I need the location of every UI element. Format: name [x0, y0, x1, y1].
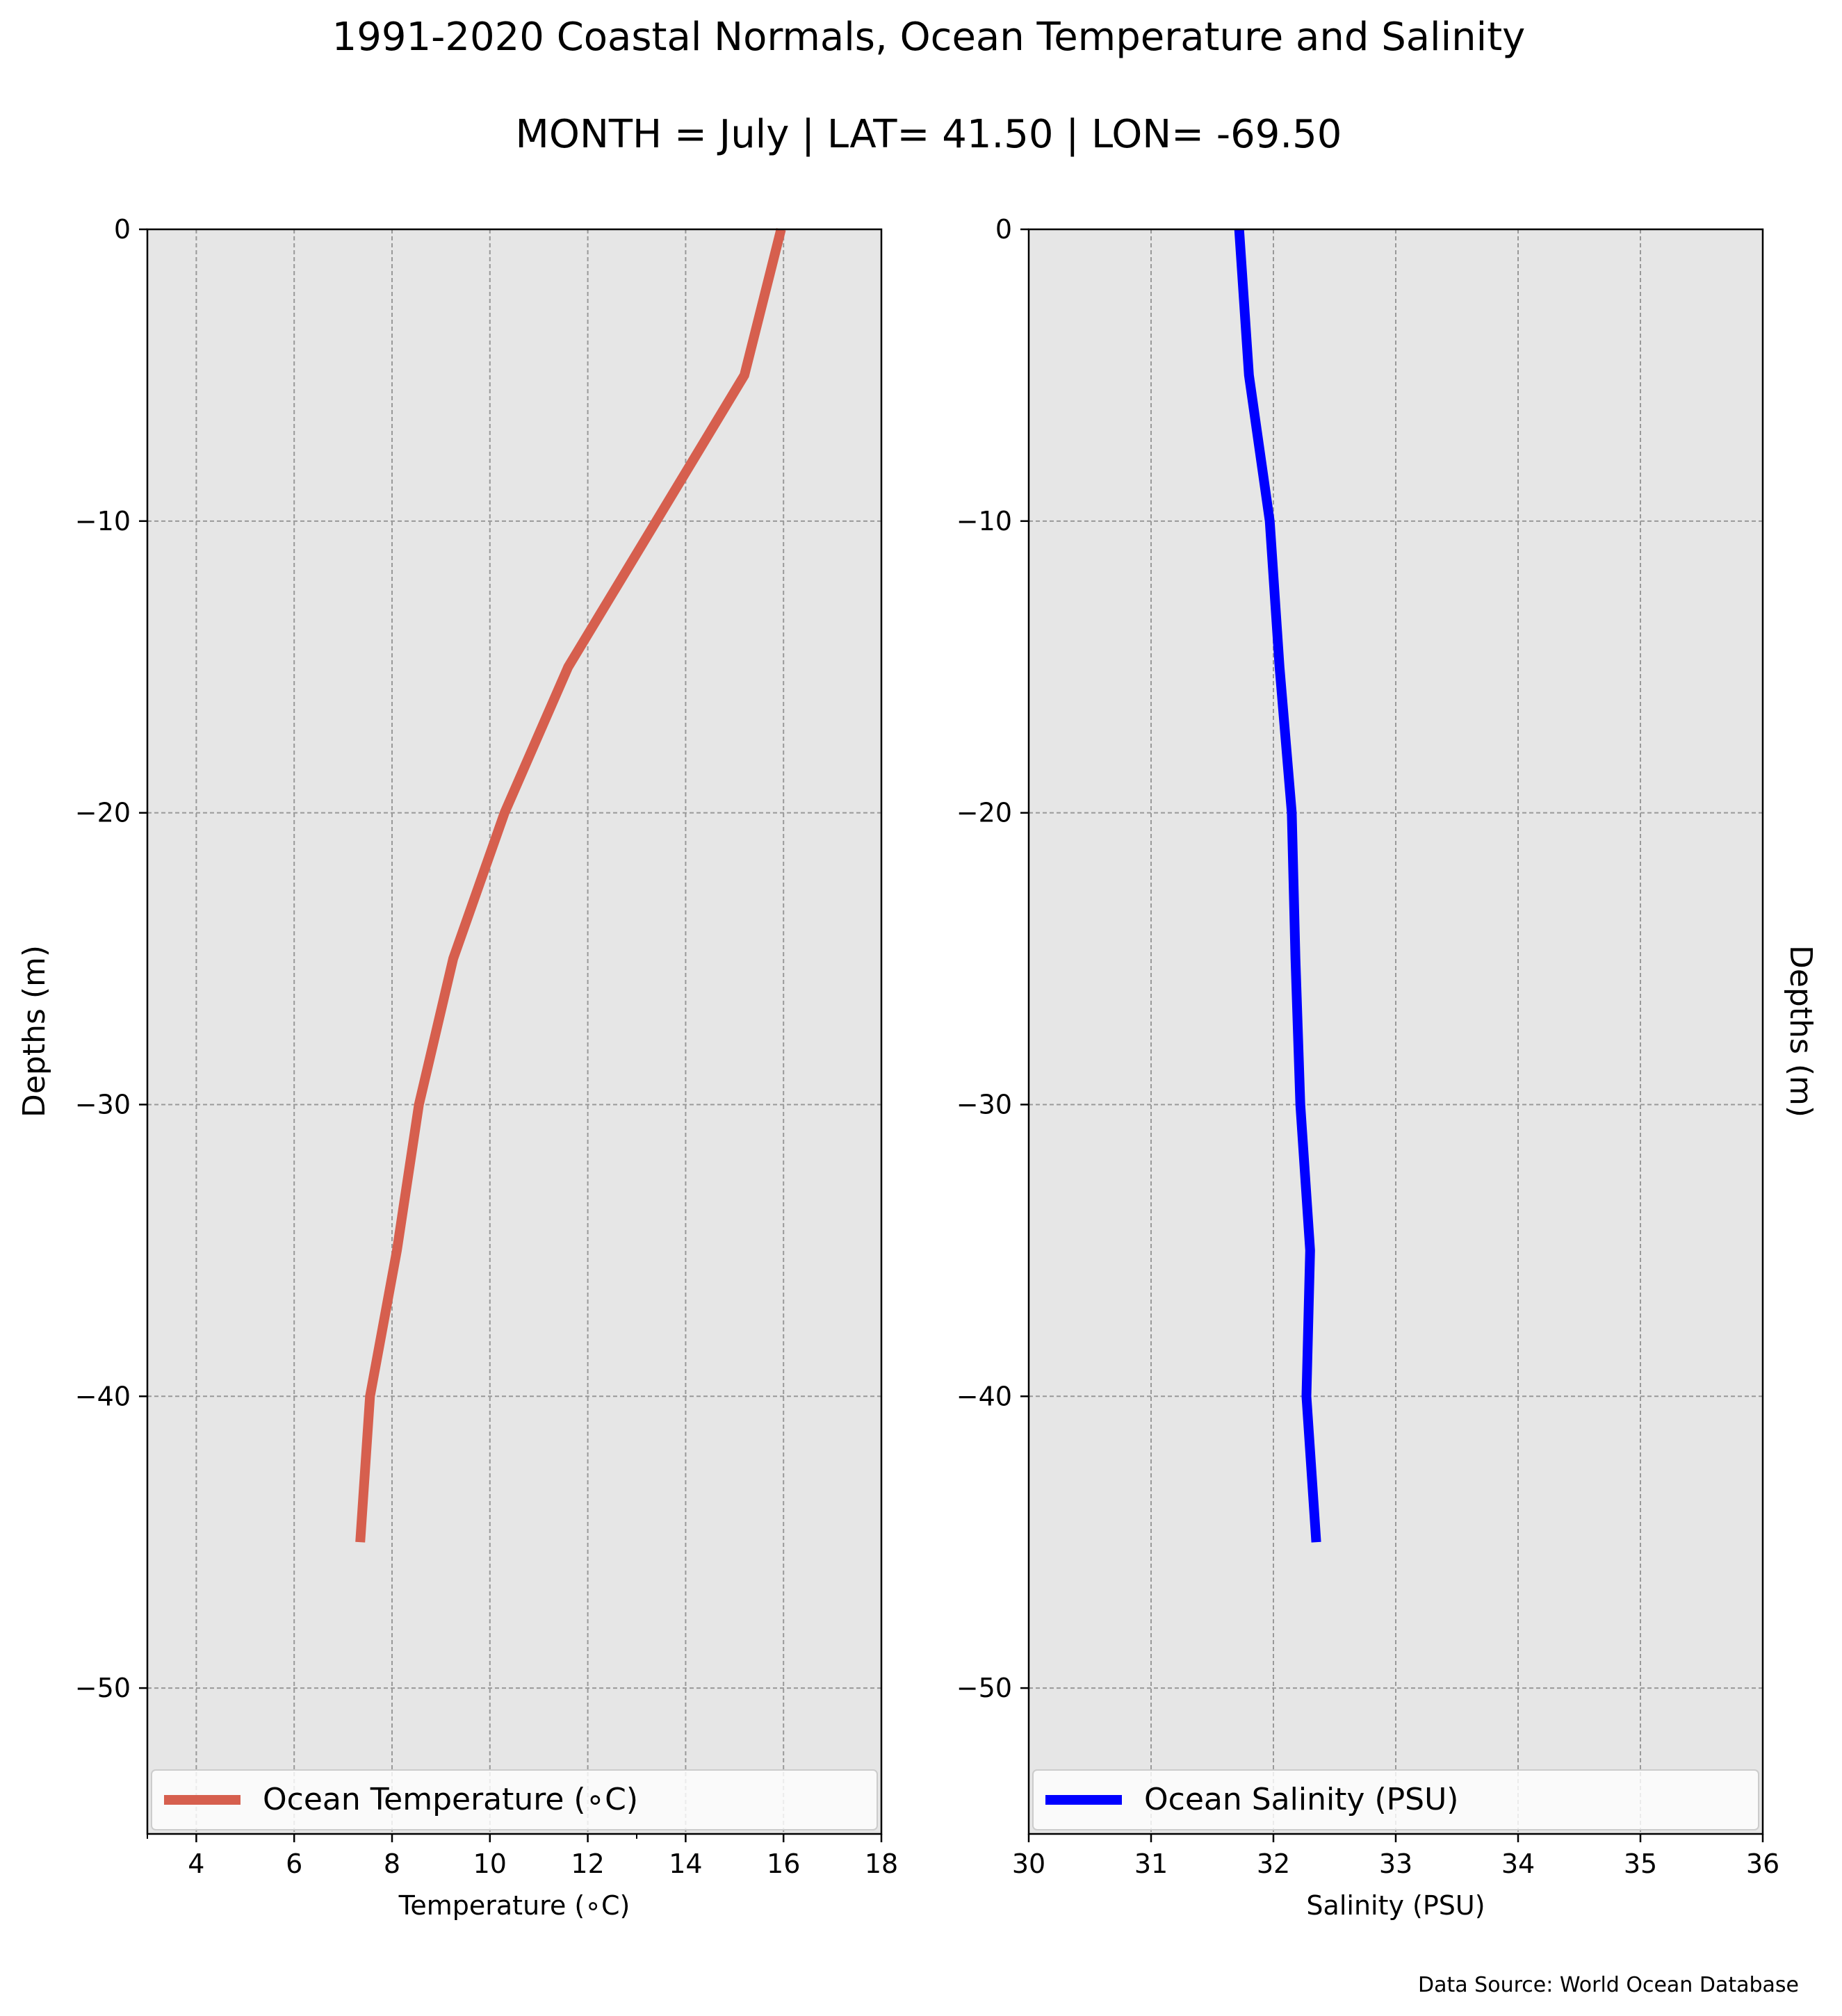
temperature-x-axis-label: Temperature (∘C)	[398, 1890, 630, 1921]
x-tick-label: 4	[188, 1849, 204, 1879]
salinity-legend: Ocean Salinity (PSU)	[1032, 1769, 1759, 1830]
x-tick-label: 8	[384, 1849, 400, 1879]
y-tick-label: −10	[75, 506, 131, 536]
y-tick-label: −30	[75, 1089, 131, 1120]
x-tick-label: 30	[1012, 1849, 1045, 1879]
y-tick-label: −40	[956, 1381, 1012, 1411]
salinity-panel: Ocean Salinity (PSU) 30 31 32 33 34 35 36 0 −10 −…	[956, 214, 1818, 1921]
x-tick-label: 10	[473, 1849, 507, 1879]
salinity-series-line	[1234, 229, 1321, 1543]
y-tick-label: −10	[956, 506, 1012, 536]
x-tick-label: 6	[286, 1849, 302, 1879]
temperature-series-line	[355, 228, 786, 1543]
x-tick-label: 35	[1624, 1849, 1657, 1879]
legend-label: Ocean Salinity (PSU)	[1144, 1782, 1458, 1817]
x-tick-label: 16	[767, 1849, 800, 1879]
y-tick-label: 0	[995, 214, 1012, 245]
legend-label: Ocean Temperature (∘C)	[263, 1782, 638, 1817]
temperature-legend: Ocean Temperature (∘C)	[151, 1769, 878, 1830]
legend-box	[1032, 1769, 1759, 1830]
temperature-panel: Ocean Temperature (∘C) 4 6 8 10 12 14 16 18 0 −10…	[17, 214, 898, 1921]
x-tick-label: 34	[1501, 1849, 1535, 1879]
y-tick-label: −50	[75, 1673, 131, 1703]
x-tick-label: 31	[1134, 1849, 1168, 1879]
y-tick-label: −30	[956, 1089, 1012, 1120]
salinity-x-axis-label: Salinity (PSU)	[1306, 1890, 1485, 1921]
legend-box	[151, 1769, 878, 1830]
x-tick-label: 33	[1379, 1849, 1412, 1879]
x-tick-label: 18	[865, 1849, 898, 1879]
y-tick-label: −50	[956, 1673, 1012, 1703]
chart-title: 1991-2020 Coastal Normals, Ocean Tempera…	[332, 15, 1526, 60]
data-source-note: Data Source: World Ocean Database	[1418, 1973, 1799, 1997]
temperature-plot-frame	[146, 228, 883, 1835]
x-tick-label: 14	[669, 1849, 702, 1879]
x-tick-label: 32	[1257, 1849, 1290, 1879]
y-tick-label: −20	[75, 798, 131, 828]
y-tick-label: 0	[114, 214, 131, 245]
temperature-y-axis-label: Depths (m)	[17, 945, 52, 1117]
chart-subtitle: MONTH = July | LAT= 41.50 | LON= -69.50	[516, 112, 1342, 157]
temperature-plot-background	[147, 229, 881, 1834]
x-tick-label: 12	[571, 1849, 604, 1879]
x-tick-label: 36	[1746, 1849, 1779, 1879]
y-tick-label: −20	[956, 798, 1012, 828]
y-tick-label: −40	[75, 1381, 131, 1411]
salinity-y-axis-label: Depths (m)	[1783, 945, 1818, 1117]
